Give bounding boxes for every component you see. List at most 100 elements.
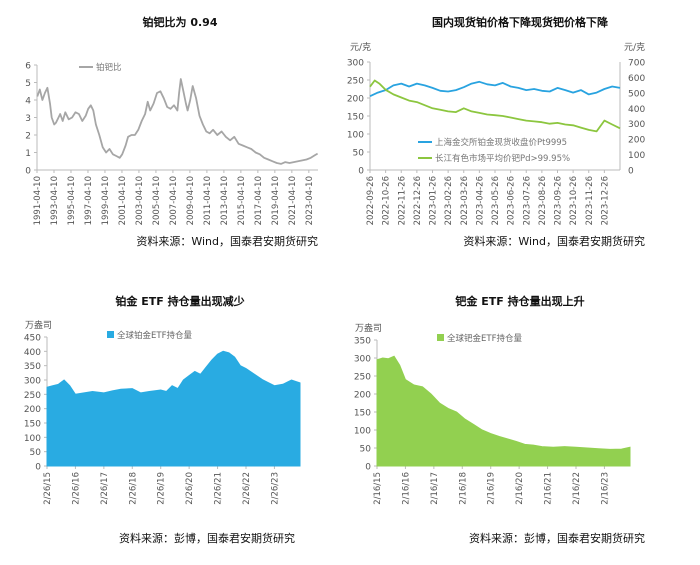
x-tick-label: 2/16/21 xyxy=(544,472,554,505)
y-tick-label: 300 xyxy=(354,355,371,365)
y-tick-label: 300 xyxy=(347,59,364,69)
x-tick-label: 2/26/22 xyxy=(242,472,252,505)
y-tick-label: 100 xyxy=(354,427,371,437)
x-tick-label: 2/26/17 xyxy=(100,472,110,505)
y-tick-label: 350 xyxy=(354,337,371,347)
y-tick-label: 1 xyxy=(25,149,31,159)
series-area xyxy=(46,350,301,467)
x-tick-label: 2007-04-10 xyxy=(169,176,179,225)
x-tick-label: 2/26/21 xyxy=(214,472,224,505)
x-tick-label: 2/16/19 xyxy=(487,472,497,505)
x-tick-label: 2017-04-10 xyxy=(254,176,264,225)
x-tick-label: 2005-04-10 xyxy=(152,176,162,225)
x-tick-label: 2/16/18 xyxy=(458,472,468,505)
legend-label: 铂钯比 xyxy=(96,62,122,73)
y-tick-label: 150 xyxy=(347,113,364,123)
x-tick-label: 2/26/16 xyxy=(71,472,81,505)
y-tick-label: 6 xyxy=(25,62,31,72)
y-tick-label: 2 xyxy=(25,132,31,142)
x-tick-label: 2023-11-26 xyxy=(585,176,595,225)
x-tick-label: 2023-08-26 xyxy=(538,176,548,225)
x-tick-label: 2001-04-10 xyxy=(118,176,128,225)
legend-label: 上海金交所铂金现货收盘价Pt9995 xyxy=(435,137,567,148)
x-tick-label: 2015-04-10 xyxy=(237,176,247,225)
x-tick-label: 2/16/17 xyxy=(430,472,440,505)
x-tick-label: 2/16/20 xyxy=(515,472,525,505)
x-tick-label: 2019-04-10 xyxy=(271,176,281,225)
x-tick-label: 2023-03-26 xyxy=(460,176,470,225)
y-tick-label: 200 xyxy=(354,391,371,401)
x-tick-label: 1991-04-10 xyxy=(33,176,43,225)
y-tick-label: 150 xyxy=(24,420,41,430)
x-tick-label: 2003-04-10 xyxy=(135,176,145,225)
x-tick-label: 2023-02-26 xyxy=(444,176,454,225)
legend-swatch xyxy=(107,331,114,338)
y-tick-label: 3 xyxy=(25,114,31,124)
y-right-tick-label: 400 xyxy=(628,105,645,115)
chart-title: 国内现货铂价格下降现货钯价格下降 xyxy=(432,16,608,29)
x-tick-label: 2022-09-26 xyxy=(366,176,376,225)
chart-title: 铂钯比为 0.94 xyxy=(142,16,218,29)
y-unit-left: 元/克 xyxy=(350,42,371,53)
legend-label: 长江有色市场平均价钯Pd>99.95% xyxy=(435,153,570,164)
chart-source: 资料来源：彭博，国泰君安期货研究 xyxy=(469,532,645,545)
x-tick-label: 1997-04-10 xyxy=(84,176,94,225)
x-tick-label: 2/26/19 xyxy=(157,472,167,505)
y-tick-label: 100 xyxy=(24,434,41,444)
x-tick-label: 2023-06-26 xyxy=(507,176,517,225)
chart-title: 钯金 ETF 持仓量出现上升 xyxy=(455,295,585,308)
x-tick-label: 2021-04-10 xyxy=(288,176,298,225)
y-right-tick-label: 100 xyxy=(628,151,645,161)
x-tick-label: 1999-04-10 xyxy=(101,176,111,225)
y-tick-label: 250 xyxy=(347,77,364,87)
y-right-tick-label: 500 xyxy=(628,89,645,99)
y-tick-label: 0 xyxy=(365,463,371,473)
y-unit: 万盎司 xyxy=(25,319,52,331)
chart-svg: 0 50 100 150 200 250 300 0 100 200 300 400 500 600 700… xyxy=(347,42,646,225)
y-right-tick-label: 200 xyxy=(628,136,645,146)
series-area xyxy=(376,355,631,467)
y-right-tick-label: 600 xyxy=(628,74,645,84)
y-tick-label: 250 xyxy=(24,391,41,401)
chart-svg: 0 1 2 3 4 5 6 1991-04-10 1993-04-10 1995-04-10 199… xyxy=(25,62,319,225)
y-tick-label: 5 xyxy=(25,79,31,89)
series-line xyxy=(369,79,621,133)
x-tick-label: 2022-12-26 xyxy=(413,176,423,225)
legend-swatch xyxy=(437,334,444,341)
y-right-tick-label: 0 xyxy=(628,167,634,177)
y-right-tick-label: 700 xyxy=(628,59,645,69)
x-tick-label: 2/16/16 xyxy=(401,472,411,505)
x-tick-label: 2/16/15 xyxy=(373,472,383,505)
y-tick-label: 200 xyxy=(24,405,41,415)
x-tick-label: 2023-04-10 xyxy=(305,176,315,225)
chart-source: 资料来源：Wind，国泰君安期货研究 xyxy=(136,235,318,248)
y-tick-label: 400 xyxy=(24,348,41,358)
x-tick-label: 2023-04-26 xyxy=(475,176,485,225)
y-tick-label: 50 xyxy=(30,448,42,458)
x-tick-label: 2022-10-26 xyxy=(382,176,392,225)
y-tick-label: 50 xyxy=(360,445,372,455)
x-tick-label: 1995-04-10 xyxy=(67,176,77,225)
chart-source: 资料来源：彭博，国泰君安期货研究 xyxy=(119,532,295,545)
y-tick-label: 0 xyxy=(25,167,31,177)
x-tick-label: 2009-04-10 xyxy=(186,176,196,225)
y-tick-label: 350 xyxy=(24,362,41,372)
x-tick-label: 2/16/22 xyxy=(572,472,582,505)
x-tick-label: 2/26/23 xyxy=(270,472,280,505)
x-tick-label: 2023-05-26 xyxy=(491,176,501,225)
x-tick-label: 2023-07-26 xyxy=(522,176,532,225)
y-tick-label: 300 xyxy=(24,377,41,387)
chart-title: 铂金 ETF 持仓量出现减少 xyxy=(115,295,245,308)
x-tick-label: 2023-10-26 xyxy=(569,176,579,225)
x-tick-label: 2/26/20 xyxy=(185,472,195,505)
legend-label: 全球钯金ETF持仓量 xyxy=(447,333,522,344)
y-tick-label: 100 xyxy=(347,131,364,141)
series-line xyxy=(36,78,319,165)
legend-label: 全球铂金ETF持仓量 xyxy=(117,330,192,341)
y-tick-label: 50 xyxy=(353,149,365,159)
y-tick-label: 0 xyxy=(35,463,41,473)
x-tick-label: 2023-12-26 xyxy=(600,176,610,225)
y-tick-label: 150 xyxy=(354,409,371,419)
x-tick-label: 1993-04-10 xyxy=(50,176,60,225)
